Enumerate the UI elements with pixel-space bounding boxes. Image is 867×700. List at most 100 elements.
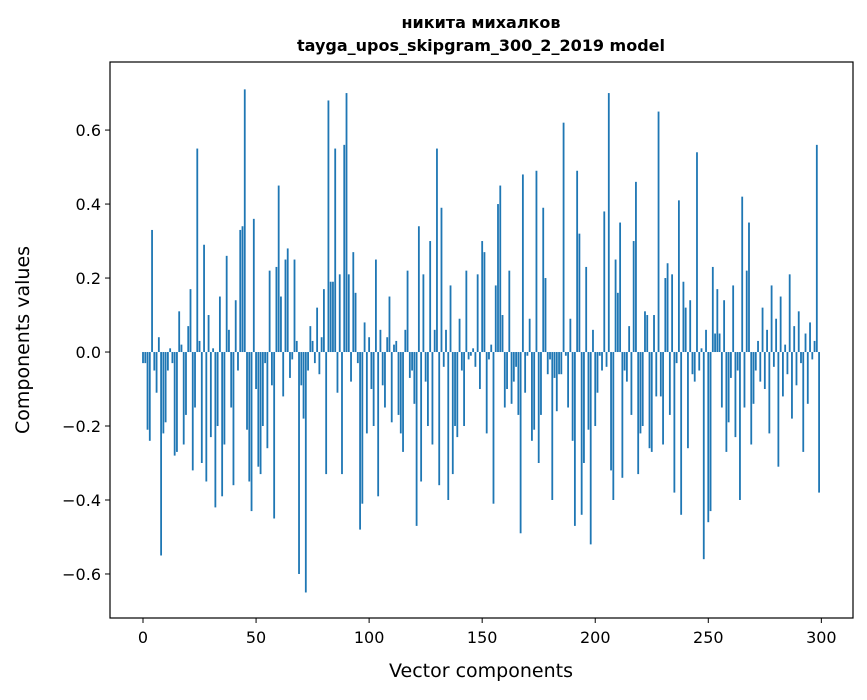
bar-236 — [675, 352, 678, 364]
bar-289 — [795, 352, 798, 386]
bar-25 — [198, 340, 201, 353]
bar-270 — [752, 352, 755, 404]
bar-261 — [732, 285, 735, 353]
bar-118 — [408, 352, 411, 378]
bar-123 — [420, 352, 423, 482]
bar-10 — [164, 352, 167, 423]
bar-291 — [800, 352, 802, 364]
bar-132 — [440, 207, 443, 353]
bar-131 — [438, 352, 441, 486]
bar-232 — [666, 263, 669, 353]
bar-165 — [515, 352, 517, 367]
x-tick-label: 300 — [806, 628, 837, 647]
bar-222 — [644, 311, 646, 353]
y-tick-label: 0.2 — [76, 269, 101, 288]
bar-21 — [189, 289, 192, 353]
bar-246 — [698, 352, 701, 371]
bar-184 — [558, 352, 560, 375]
bar-171 — [528, 318, 531, 353]
bar-6 — [155, 352, 158, 393]
bar-67 — [293, 259, 296, 353]
bar-288 — [793, 326, 796, 353]
bar-100 — [368, 337, 371, 353]
bar-293 — [804, 333, 807, 353]
bar-227 — [655, 352, 658, 397]
bar-23 — [194, 352, 196, 408]
bar-241 — [687, 352, 689, 449]
bar-175 — [537, 352, 540, 464]
bar-187 — [564, 352, 567, 356]
bar-126 — [427, 352, 429, 427]
bar-136 — [449, 285, 452, 353]
bar-35 — [221, 352, 224, 497]
bar-14 — [173, 352, 176, 456]
bar-144 — [467, 352, 470, 360]
bar-169 — [524, 352, 527, 393]
bar-213 — [623, 352, 626, 371]
bar-200 — [594, 352, 597, 427]
bar-0 — [142, 352, 144, 364]
bar-287 — [791, 352, 793, 419]
bar-249 — [705, 329, 707, 353]
bar-128 — [431, 352, 434, 445]
bar-51 — [257, 352, 260, 467]
bar-196 — [585, 266, 588, 353]
bar-13 — [171, 352, 174, 364]
bar-254 — [716, 289, 719, 353]
bar-93 — [352, 252, 355, 353]
bar-193 — [578, 233, 581, 353]
bar-217 — [632, 241, 635, 353]
bar-95 — [356, 352, 359, 364]
bar-233 — [668, 352, 671, 415]
bar-4 — [151, 229, 153, 353]
bar-167 — [519, 352, 522, 534]
bar-185 — [560, 352, 563, 375]
bar-159 — [501, 315, 504, 353]
bar-102 — [372, 352, 375, 427]
bar-150 — [481, 241, 484, 353]
bar-121 — [415, 352, 418, 526]
bar-7 — [157, 337, 160, 353]
bar-147 — [474, 352, 477, 367]
bar-276 — [766, 329, 768, 353]
bar-26 — [200, 352, 203, 464]
bar-5 — [153, 352, 156, 371]
bar-24 — [196, 148, 199, 353]
bar-44 — [241, 226, 244, 353]
bar-201 — [596, 352, 599, 393]
bar-46 — [246, 352, 248, 430]
bar-230 — [662, 352, 664, 445]
bar-117 — [406, 270, 409, 353]
bar-210 — [616, 292, 619, 353]
bar-211 — [619, 222, 622, 353]
bar-215 — [628, 326, 631, 353]
bar-115 — [402, 352, 404, 452]
bar-133 — [442, 352, 445, 367]
bar-39 — [230, 352, 233, 408]
bar-199 — [592, 329, 594, 353]
bar-68 — [295, 340, 298, 353]
bar-96 — [359, 352, 361, 530]
bar-33 — [216, 352, 219, 427]
bar-72 — [304, 352, 307, 593]
bar-208 — [612, 352, 615, 500]
bar-279 — [772, 352, 775, 367]
bar-85 — [334, 148, 337, 353]
bar-204 — [603, 211, 606, 353]
bar-205 — [605, 352, 608, 367]
bar-38 — [228, 329, 230, 353]
bar-99 — [365, 352, 368, 434]
x-tick-label: 250 — [693, 628, 724, 647]
bar-281 — [777, 352, 780, 467]
y-tick-label: 0.0 — [76, 343, 101, 362]
x-tick-label: 100 — [354, 628, 385, 647]
bar-105 — [379, 329, 382, 353]
bar-257 — [723, 300, 726, 353]
bar-282 — [779, 296, 782, 353]
bar-259 — [727, 352, 730, 423]
bars-group — [142, 89, 820, 593]
bar-41 — [234, 300, 237, 353]
bar-285 — [786, 352, 789, 375]
bar-29 — [207, 315, 210, 353]
bar-256 — [720, 352, 723, 408]
